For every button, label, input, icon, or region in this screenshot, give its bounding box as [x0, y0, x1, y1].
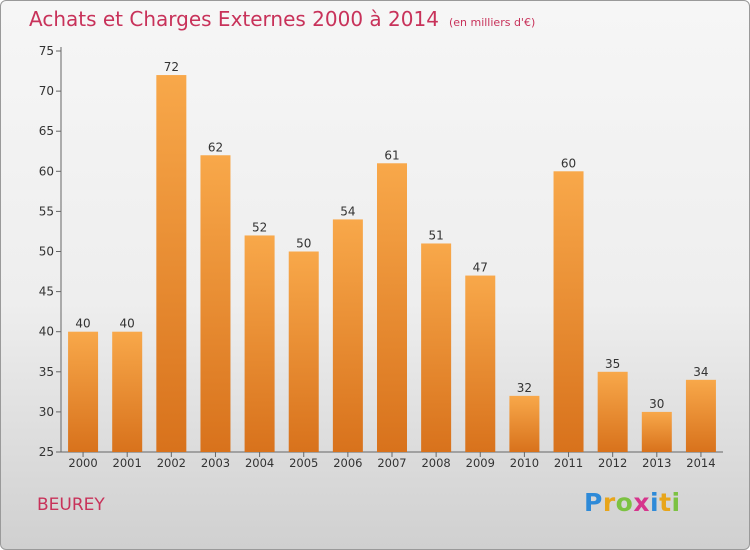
- y-tick-label: 50: [39, 245, 54, 259]
- title-unit: (en milliers d'€): [448, 16, 536, 29]
- bar: [553, 171, 584, 453]
- logo-letter: r: [602, 488, 616, 517]
- y-tick-label: 75: [39, 44, 54, 58]
- bar: [597, 371, 628, 452]
- logo-letter: t: [659, 488, 672, 517]
- bar-value-label: 40: [120, 317, 135, 331]
- x-tick-label: 2001: [113, 456, 142, 470]
- y-tick-label: 25: [39, 445, 54, 459]
- bar-value-label: 40: [75, 317, 90, 331]
- x-tick-label: 2011: [554, 456, 583, 470]
- x-tick-label: 2009: [466, 456, 495, 470]
- x-tick-label: 2005: [289, 456, 318, 470]
- bar-value-label: 54: [340, 204, 355, 218]
- bar: [112, 331, 143, 452]
- y-tick-label: 70: [39, 84, 54, 98]
- x-tick-label: 2008: [421, 456, 450, 470]
- x-tick-label: 2003: [201, 456, 230, 470]
- x-tick-label: 2007: [377, 456, 406, 470]
- bar-value-label: 35: [605, 357, 620, 371]
- logo-letter: i: [650, 488, 660, 517]
- proxiti-logo: Proxiti: [584, 488, 681, 517]
- bar-value-label: 51: [428, 228, 443, 242]
- chart-title: Achats et Charges Externes 2000 à 2014 (e…: [29, 7, 535, 31]
- y-tick-label: 60: [39, 164, 54, 178]
- place-name: BEUREY: [37, 495, 105, 515]
- y-tick-label: 30: [39, 405, 54, 419]
- bar: [244, 235, 275, 452]
- x-tick-label: 2014: [686, 456, 715, 470]
- bar: [641, 411, 672, 452]
- title-text: Achats et Charges Externes 2000 à 2014: [29, 7, 439, 31]
- y-tick-label: 35: [39, 365, 54, 379]
- x-tick-label: 2012: [598, 456, 627, 470]
- bar: [156, 75, 187, 452]
- logo-letter: x: [633, 488, 650, 517]
- bar-value-label: 72: [164, 60, 179, 74]
- bar-value-label: 47: [473, 261, 488, 275]
- y-tick-label: 45: [39, 285, 54, 299]
- bar-value-label: 52: [252, 220, 267, 234]
- bar: [465, 275, 496, 452]
- bar-value-label: 32: [517, 381, 532, 395]
- bar-value-label: 50: [296, 237, 311, 251]
- x-tick-label: 2000: [68, 456, 97, 470]
- logo-letter: i: [671, 488, 681, 517]
- y-tick-label: 65: [39, 124, 54, 138]
- bar: [68, 331, 99, 452]
- y-tick-label: 55: [39, 204, 54, 218]
- bar: [200, 155, 231, 452]
- bar: [509, 395, 540, 452]
- bar: [332, 219, 363, 452]
- bar: [685, 379, 716, 452]
- logo-letter: P: [584, 488, 603, 517]
- x-tick-label: 2013: [642, 456, 671, 470]
- bar-value-label: 34: [693, 365, 708, 379]
- x-tick-label: 2004: [245, 456, 274, 470]
- bar: [421, 243, 452, 452]
- y-tick-label: 40: [39, 325, 54, 339]
- bar-value-label: 30: [649, 397, 664, 411]
- bar-value-label: 62: [208, 140, 223, 154]
- x-tick-label: 2002: [157, 456, 186, 470]
- bar: [288, 251, 319, 452]
- bar: [377, 163, 407, 452]
- x-tick-label: 2006: [333, 456, 362, 470]
- bar-value-label: 60: [561, 156, 576, 170]
- bar-value-label: 61: [384, 148, 399, 162]
- logo-letter: o: [615, 488, 634, 517]
- x-tick-label: 2010: [510, 456, 539, 470]
